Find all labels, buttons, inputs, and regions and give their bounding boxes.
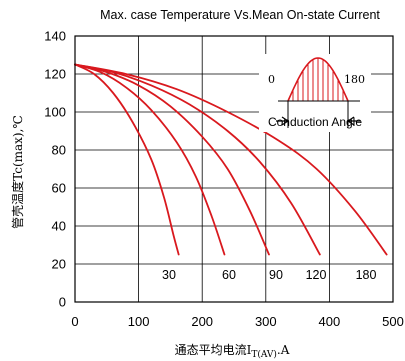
chart-title: Max. case Temperature Vs.Mean On-state C… <box>100 8 380 22</box>
x-tick-label: 400 <box>319 314 341 329</box>
x-tick-label: 200 <box>191 314 213 329</box>
conduction-angle-inset: 0 180 Conduction Angle <box>259 54 371 132</box>
plot-frame <box>74 35 394 303</box>
y-tick-label: 80 <box>52 143 66 158</box>
series-label-90: 90 <box>269 268 283 282</box>
x-axis-label-unit: .A <box>277 343 290 357</box>
series-line-180 <box>74 63 388 256</box>
series-line-90 <box>74 63 270 256</box>
x-axis-label-main: 通态平均电流I <box>175 343 252 357</box>
series-line-60 <box>74 63 226 256</box>
x-tick-label: 100 <box>128 314 150 329</box>
y-tick-label: 20 <box>52 257 66 272</box>
x-tick-label: 300 <box>255 314 277 329</box>
series-label-30: 30 <box>162 268 176 282</box>
series-label-180: 180 <box>356 268 377 282</box>
inset-left-arrow-icon <box>276 116 290 126</box>
inset-end-label: 180 <box>344 73 365 86</box>
series-label-60: 60 <box>222 268 236 282</box>
x-tick-label: 0 <box>71 314 78 329</box>
inset-sine-wave <box>287 57 349 102</box>
inset-right-arrow-icon <box>346 116 360 126</box>
inset-background <box>259 54 371 132</box>
y-tick-label: 40 <box>52 219 66 234</box>
series-label-120: 120 <box>306 268 327 282</box>
y-tick-label: 120 <box>44 67 66 82</box>
x-axis-label-subscript: T(AV) <box>251 349 277 360</box>
series-line-30 <box>74 63 180 256</box>
y-tick-label: 140 <box>44 29 66 44</box>
series-label-layer: 30 60 90 120 180 <box>162 268 376 282</box>
x-axis-label: 通态平均电流IT(AV).A <box>175 343 290 360</box>
y-tick-label: 60 <box>52 181 66 196</box>
y-tick-label: 0 <box>59 295 66 310</box>
series-line-120 <box>74 63 321 256</box>
series-layer <box>74 63 388 256</box>
y-axis-label: 管壳温度Tc(max),℃ <box>10 115 25 229</box>
y-tick-label: 100 <box>44 105 66 120</box>
inset-start-label: 0 <box>268 73 275 86</box>
inset-caption: Conduction Angle <box>268 115 362 129</box>
x-tick-label: 500 <box>382 314 404 329</box>
